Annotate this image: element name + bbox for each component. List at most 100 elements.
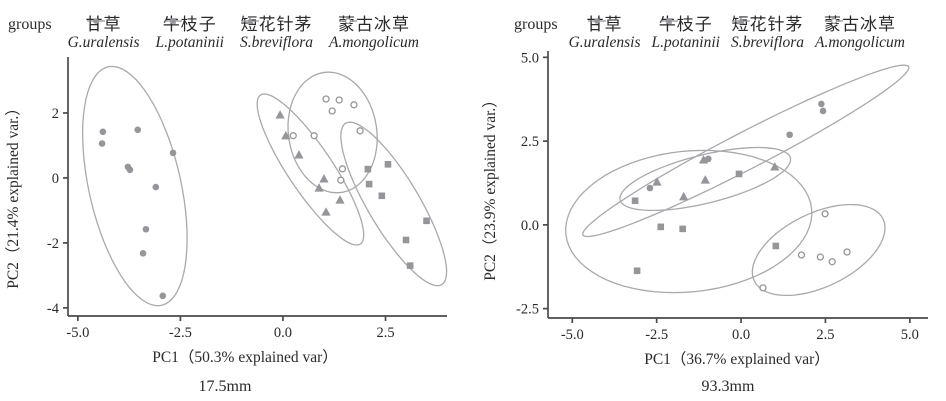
legend-title: groups xyxy=(514,16,558,33)
legend-label-latin: S.breviflora xyxy=(730,34,805,51)
data-point-amongolicum xyxy=(328,107,336,115)
x-tick-label: 2.5 xyxy=(376,325,394,341)
circle-marker-icon xyxy=(587,18,606,24)
square-glyph xyxy=(169,18,176,24)
data-point-sbreviflora xyxy=(679,191,689,201)
data-point-lpotaninii xyxy=(378,192,386,200)
data-point-amongolicum xyxy=(335,96,343,104)
pca-plot-93.3mm: -5.0 -2.5 0.0 2.5 5.0 5.0 2.5 0.0 -2.5 PC1（36.7% … xyxy=(482,50,928,395)
data-point-lpotaninii xyxy=(402,236,410,244)
data-point-amongolicum xyxy=(322,95,330,103)
data-point-guralensis xyxy=(99,128,107,136)
cluster-ellipse xyxy=(81,65,188,307)
legend-title: groups xyxy=(8,16,52,33)
legend-item-amongolicum: 蒙古冰草 A.mongolicum xyxy=(329,15,419,51)
data-point-amongolicum xyxy=(356,127,364,135)
legend-item-sbreviflora: 短花针茅 S.breviflora xyxy=(731,15,804,51)
square-glyph xyxy=(665,18,672,24)
x-tick-label: -2.5 xyxy=(169,325,192,341)
legend-label-latin: G.uralensis xyxy=(67,34,140,51)
legend-label-latin: A.mongolicum xyxy=(329,34,419,51)
legend-item-guralensis: 甘草 G.uralensis xyxy=(68,15,140,51)
cluster-ellipse xyxy=(340,121,448,287)
x-tick-label: 5.0 xyxy=(901,327,919,343)
data-point-amongolicum xyxy=(310,132,318,140)
y-tick-label: 2.5 xyxy=(521,134,539,150)
legend-item-guralensis: 甘草 G.uralensis xyxy=(569,15,641,51)
data-point-amongolicum xyxy=(828,258,836,266)
data-point-sbreviflora xyxy=(652,177,662,186)
data-point-sbreviflora xyxy=(294,150,304,159)
legend-item-sbreviflora: 短花针茅 S.breviflora xyxy=(240,15,313,51)
square-marker-icon xyxy=(163,18,182,24)
data-point-sbreviflora xyxy=(770,162,780,171)
legend-left: groups 甘草 G.uralensis 牛枝子 L.potaninii 短花… xyxy=(8,15,419,51)
open-circle-marker-icon xyxy=(339,17,357,25)
y-tick-label: -4 xyxy=(47,301,60,317)
data-point-guralensis xyxy=(819,107,827,115)
cluster-ellipse xyxy=(256,93,365,246)
cluster-ellipse xyxy=(565,149,813,294)
data-point-amongolicum xyxy=(338,165,347,173)
data-point-guralensis xyxy=(152,183,160,191)
legend-label-latin: A.mongolicum xyxy=(815,34,905,51)
circle-glyph xyxy=(92,18,99,24)
data-point-sbreviflora xyxy=(275,110,285,119)
data-point-lpotaninii xyxy=(679,225,686,233)
legend-label-latin: L.potaninii xyxy=(155,34,224,51)
legend-item-lpotaninii: 牛枝子 L.potaninii xyxy=(155,15,223,51)
triangle-marker-icon xyxy=(732,16,751,25)
x-tick-label: -5.0 xyxy=(561,327,584,343)
x-tick-label: 0.0 xyxy=(274,325,292,341)
plot-caption: 93.3mm xyxy=(702,378,755,395)
x-tick-label: 2.5 xyxy=(816,327,834,343)
legend-right: groups 甘草 G.uralensis 牛枝子 L.potaninii 短花… xyxy=(514,15,905,51)
square-marker-icon xyxy=(659,18,678,24)
cluster-ellipse xyxy=(582,64,910,238)
legend-label-cn: 牛枝子 xyxy=(162,15,217,34)
y-axis-title: PC2（21.4% explained var.） xyxy=(5,100,22,289)
x-axis-title: PC1（36.7% explained var） xyxy=(644,351,830,368)
legend-label-latin: G.uralensis xyxy=(568,34,641,51)
pca-plot-17.5mm: -5.0 -2.5 0.0 2.5 2 0 -2 -4 PC1（50.3% explained … xyxy=(5,57,448,395)
x-tick-label: -2.5 xyxy=(645,327,668,343)
legend-label-cn: 短花针茅 xyxy=(731,15,804,34)
data-point-amongolicum xyxy=(289,132,297,140)
data-point-amongolicum xyxy=(843,248,851,256)
data-point-lpotaninii xyxy=(423,217,430,225)
plot-caption: 17.5mm xyxy=(199,378,252,395)
y-tick-label: 2 xyxy=(52,106,59,122)
data-point-lpotaninii xyxy=(406,262,414,269)
data-point-sbreviflora xyxy=(321,207,331,216)
y-tick-label: 0.0 xyxy=(521,218,539,234)
data-point-guralensis xyxy=(818,100,825,108)
data-point-sbreviflora xyxy=(335,195,345,204)
data-point-lpotaninii xyxy=(735,170,743,178)
data-point-sbreviflora xyxy=(698,155,709,164)
circle-glyph xyxy=(593,18,600,24)
triangle-marker-icon xyxy=(241,16,260,25)
data-point-amongolicum xyxy=(759,284,767,292)
data-point-guralensis xyxy=(786,131,793,139)
legend-label-cn: 牛枝子 xyxy=(658,15,713,34)
y-axis-title: PC2（23.9% explained var.） xyxy=(482,92,499,281)
data-point-lpotaninii xyxy=(365,180,373,188)
data-point-guralensis xyxy=(142,225,150,233)
data-point-lpotaninii xyxy=(657,223,665,231)
open-circle-marker-icon xyxy=(825,17,843,25)
legend-label-latin: L.potaninii xyxy=(651,34,720,51)
data-point-amongolicum xyxy=(821,210,829,218)
data-point-sbreviflora xyxy=(314,183,324,192)
data-point-sbreviflora xyxy=(319,174,329,183)
data-point-lpotaninii xyxy=(772,242,780,250)
data-point-lpotaninii xyxy=(631,197,639,205)
data-point-amongolicum xyxy=(797,251,806,259)
data-point-guralensis xyxy=(646,184,654,192)
legend-label-latin: S.breviflora xyxy=(239,34,314,51)
x-axis-title: PC1（50.3% explained var） xyxy=(152,349,338,366)
cluster-ellipse xyxy=(287,71,378,194)
data-point-guralensis xyxy=(169,149,177,157)
x-tick-label: 0.0 xyxy=(732,327,750,343)
legend-item-lpotaninii: 牛枝子 L.potaninii xyxy=(651,15,719,51)
y-tick-label: -2.5 xyxy=(516,302,539,318)
